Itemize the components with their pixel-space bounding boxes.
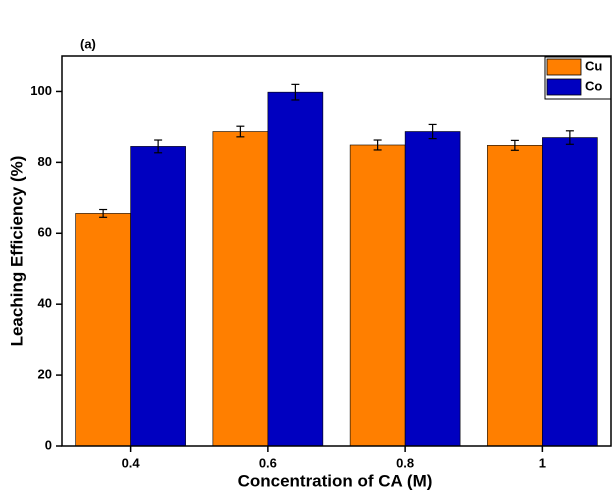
y-tick-label: 80 — [38, 154, 52, 169]
bar — [542, 137, 598, 447]
error-bar — [291, 83, 300, 101]
error-bar — [510, 139, 519, 151]
error-bar — [373, 139, 382, 151]
bar — [212, 131, 269, 447]
bar — [130, 146, 186, 447]
y-tick-label: 100 — [30, 83, 52, 98]
error-bar — [99, 208, 108, 218]
x-tick-label: 0.8 — [396, 455, 414, 470]
x-tick-label: 1 — [539, 455, 546, 470]
error-bar — [428, 123, 437, 140]
legend-label: Cu — [585, 58, 602, 73]
chart-title: (a) — [80, 36, 96, 51]
y-tick-label: 20 — [38, 367, 52, 382]
y-tick-label: 40 — [38, 296, 52, 311]
bar — [349, 144, 406, 447]
x-axis-label: Concentration of CA (M) — [238, 471, 433, 490]
bar — [487, 145, 543, 447]
legend-swatch — [546, 78, 582, 96]
error-bar — [236, 125, 245, 138]
x-tick-label: 0.6 — [259, 455, 277, 470]
legend-label: Co — [585, 78, 602, 93]
legend-frame — [544, 56, 612, 100]
y-tick-label: 0 — [45, 437, 52, 452]
error-bar — [565, 130, 574, 145]
x-tick-label: 0.4 — [122, 455, 141, 470]
plot-frame — [61, 55, 612, 447]
bar — [75, 213, 131, 447]
legend-swatch — [546, 58, 582, 76]
bar — [267, 91, 324, 447]
bar — [404, 131, 461, 447]
y-tick-label: 60 — [38, 225, 52, 240]
error-bar — [154, 139, 163, 154]
y-axis-label: Leaching Efficiency (%) — [7, 156, 26, 347]
